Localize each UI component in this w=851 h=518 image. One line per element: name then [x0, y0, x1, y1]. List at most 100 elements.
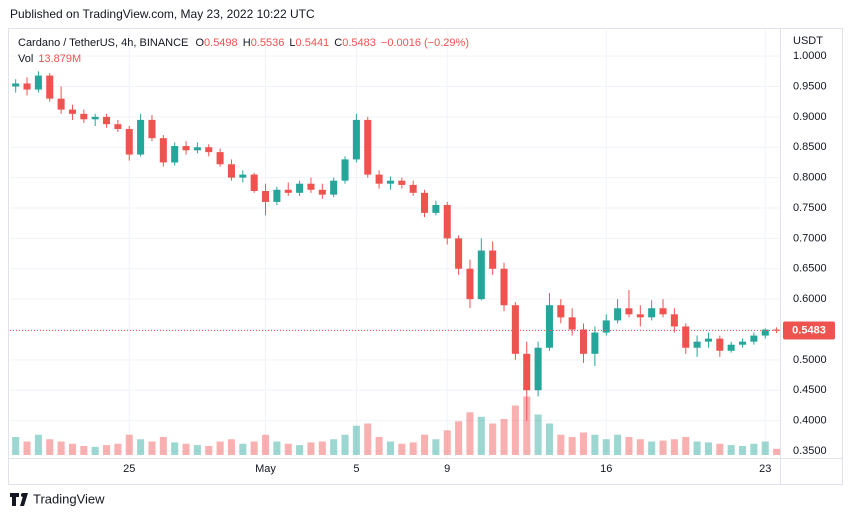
candle-body [568, 317, 576, 330]
candle-body [114, 124, 122, 130]
volume-bar [205, 446, 213, 455]
candle-body [296, 183, 304, 193]
volume-bar [23, 441, 31, 455]
candle-body [227, 164, 235, 178]
volume-bar [375, 437, 383, 455]
last-price-label: 0.5483 [792, 324, 826, 336]
candle-body [443, 204, 451, 239]
volume-bar [227, 439, 235, 455]
candle-body [193, 147, 201, 151]
candle-body [46, 75, 54, 99]
candle-body [625, 308, 633, 315]
candle-body [341, 159, 349, 181]
volume-bar [364, 423, 372, 455]
volume-bar [716, 443, 724, 455]
volume-bar [12, 437, 20, 455]
candle-body [409, 184, 417, 193]
legend-l: L [289, 37, 295, 49]
volume-bar [727, 445, 735, 455]
candle-body [12, 83, 20, 87]
volume-bar [398, 443, 406, 455]
y-tick-label: 0.3500 [793, 445, 827, 457]
volume-bar [34, 434, 42, 455]
volume-bar [330, 439, 338, 455]
x-tick-label: 16 [600, 463, 612, 475]
candle-body [580, 329, 588, 354]
candle-body [273, 189, 281, 202]
volume-bar [80, 446, 88, 455]
candle-body [534, 347, 542, 391]
volume-bar [670, 439, 678, 455]
volume-bar [614, 434, 622, 455]
volume-bar [239, 443, 247, 455]
y-tick-label: 0.7500 [793, 202, 827, 214]
candle-body [137, 119, 145, 155]
volume-bar [557, 434, 565, 455]
volume-bar [432, 439, 440, 455]
volume-bar [171, 442, 179, 455]
y-tick-label: 0.9000 [793, 111, 827, 123]
volume-bar [307, 442, 315, 455]
candle-body [602, 320, 610, 333]
candle-body [682, 326, 690, 348]
y-tick-label: 0.4500 [793, 384, 827, 396]
volume-bar [284, 443, 292, 455]
candle-body [455, 238, 463, 269]
legend-change: −0.0016 (−0.29%) [381, 37, 469, 49]
candle-body [773, 329, 781, 331]
frame [8, 28, 843, 485]
candle-body [318, 189, 326, 195]
volume-bar [511, 405, 519, 455]
candle-body [704, 338, 712, 342]
candle-body [171, 146, 179, 163]
candle-body [375, 174, 383, 184]
candle-body [23, 83, 31, 90]
grid [10, 30, 780, 458]
axis-label: USDT [793, 35, 823, 47]
candle-body [364, 119, 372, 175]
candle-body [466, 268, 474, 300]
volume-bar [580, 432, 588, 455]
candle-body [523, 353, 531, 391]
footer: TradingView [33, 491, 105, 506]
candle-body [432, 204, 440, 213]
y-tick-label: 0.9500 [793, 80, 827, 92]
candle-body [693, 341, 701, 348]
candle-body [557, 305, 565, 318]
volume-bar [273, 441, 281, 455]
candle-body [352, 119, 360, 160]
volume-bar [159, 437, 167, 455]
volume-bar [477, 416, 485, 455]
candle-body [182, 146, 190, 151]
volume-bar [125, 434, 133, 455]
volume-bar [114, 443, 122, 455]
volume-bar [352, 425, 360, 455]
legend-o-value: 0.5498 [204, 37, 238, 49]
volume-bar [262, 434, 270, 455]
candle-body [500, 268, 508, 306]
candle-body [636, 314, 644, 318]
candle-body [216, 152, 224, 165]
volume-bar [68, 443, 76, 455]
volume-bar [466, 412, 474, 455]
volume-bar [489, 423, 497, 455]
candle-body [284, 189, 292, 193]
volume-bar [693, 441, 701, 455]
volume-bar [296, 445, 304, 455]
candle-body [307, 183, 315, 190]
legend-c: C [334, 37, 342, 49]
candle-body [761, 329, 769, 336]
volume-bar [409, 442, 417, 455]
legend-h-value: 0.5536 [251, 37, 285, 49]
candle-body [739, 341, 747, 345]
volume-bar [148, 441, 156, 455]
candle-body [159, 138, 167, 163]
candle-body [477, 250, 485, 300]
x-tick-label: 5 [353, 463, 359, 475]
volume-bar [659, 440, 667, 455]
x-tick-label: 25 [123, 463, 135, 475]
volume-legend-label: Vol [18, 53, 33, 65]
volume-bar [46, 439, 54, 455]
volume-bar [250, 441, 258, 455]
